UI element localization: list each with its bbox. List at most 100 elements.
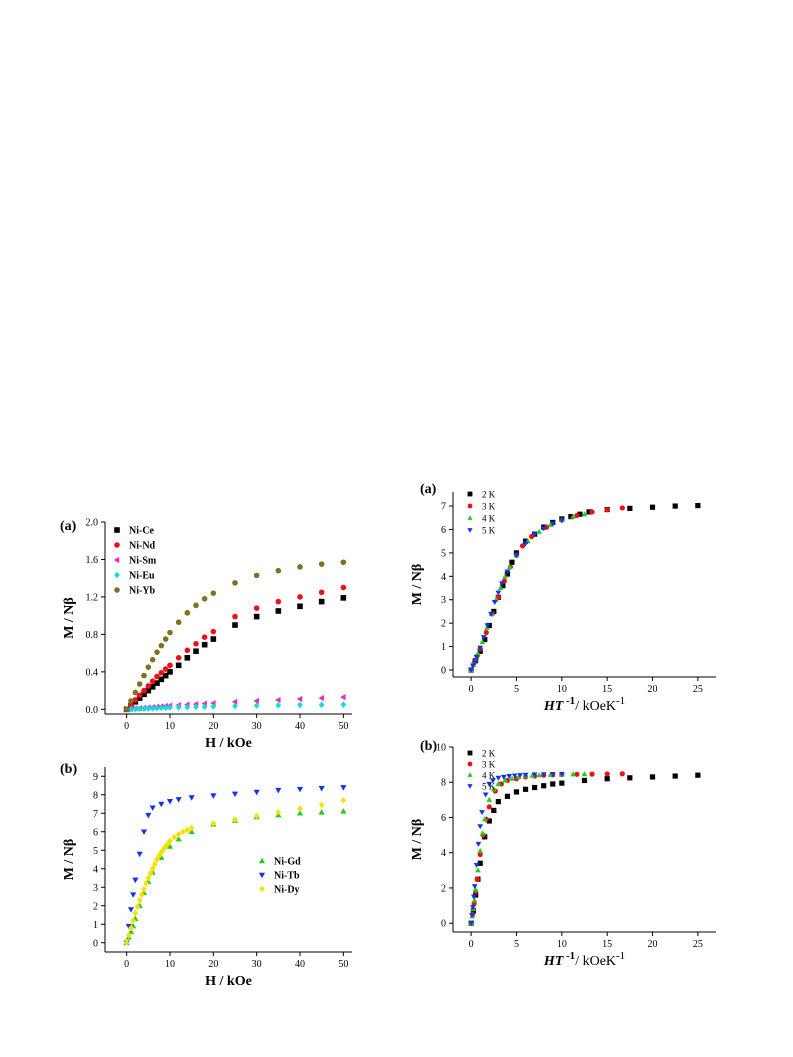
data-point [231,791,239,798]
data-point [500,583,506,589]
series-4-k [468,771,588,926]
data-point [145,874,152,882]
data-point [158,642,165,649]
y-axis-label: M / Nβ [410,819,425,861]
data-point [201,634,208,640]
data-point [175,835,182,842]
data-point [125,923,132,930]
y-tick-label: 1 [441,642,446,653]
data-point [275,787,282,794]
data-point [132,705,139,713]
data-point [468,921,474,927]
data-point [210,820,217,827]
data-point [540,772,547,778]
data-point [136,851,143,858]
data-point [132,877,139,884]
data-point [473,862,480,869]
data-point [589,771,595,777]
data-point [649,504,656,510]
data-point [506,773,513,780]
y-tick-label: 4 [441,572,446,583]
x-tick-label: 0 [124,959,129,970]
data-point [495,781,502,787]
data-point [149,704,156,712]
data-point [574,771,580,777]
data-point [589,509,595,515]
data-point [297,701,303,709]
x-axis-label: HT -1/ kOeK-1 [543,950,625,969]
data-point [154,649,160,655]
data-point [318,598,325,605]
x-tick-label: 20 [648,684,658,695]
chart-panel-2: 0 5 10 15 20 25 0 1 2 3 4 5 6 7 HT -1/ kOeK-1 M / Nβ (a)… [410,482,716,714]
data-point [491,608,497,615]
data-point [549,521,556,527]
data-point [490,778,496,784]
data-point [474,876,480,882]
legend-marker [113,556,120,564]
data-point [184,610,191,616]
data-point [570,513,577,519]
x-tick-label: 25 [693,684,703,695]
data-point [175,703,182,711]
x-tick-label: 20 [208,721,218,732]
data-point [470,663,476,669]
x-tick-label: 50 [338,721,348,732]
panel-label: (a) [420,482,437,497]
data-point [193,648,199,655]
data-point [136,692,143,699]
data-point [471,659,478,665]
legend-marker [467,491,473,497]
data-point [470,894,477,900]
data-point [253,697,259,704]
data-point [128,924,134,932]
y-tick-label: 3 [93,883,98,894]
x-tick-label: 0 [469,684,474,695]
data-point [127,907,135,913]
data-point [253,613,260,620]
data-point [340,584,347,591]
data-point [475,841,482,847]
data-point [491,807,497,814]
data-point [296,786,304,793]
legend-marker [467,503,473,509]
data-point [175,655,182,661]
data-point [559,780,565,786]
x-tick-label: 5 [514,939,519,950]
legend-label: 4 K [482,514,496,524]
data-point [469,913,475,919]
data-point [175,662,182,669]
y-tick-label: 0.4 [86,667,99,678]
data-point [166,798,174,805]
data-point [145,664,152,670]
x-tick-label: 40 [295,959,305,970]
data-point [340,595,347,601]
data-point [473,655,480,661]
data-point [541,783,547,789]
data-point [132,689,139,696]
data-point [180,828,186,836]
data-point [253,812,260,820]
data-point [477,645,484,651]
legend-marker [114,571,120,579]
data-point [162,704,169,711]
data-point [297,594,303,600]
data-point [253,572,260,579]
data-point [167,629,173,636]
y-tick-label: 3 [441,595,446,606]
data-point [175,619,182,626]
legend-label: 3 K [482,760,496,770]
legend-label: Ni-Gd [274,857,301,868]
data-point [536,772,543,778]
data-point [504,793,511,799]
data-point [184,703,191,711]
data-point [477,851,483,858]
y-tick-label: 0.0 [86,705,99,716]
y-axis-label: M / Nβ [62,839,77,881]
data-point [627,775,633,781]
data-point [495,590,502,596]
x-axis-label: HT -1/ kOeK-1 [543,695,625,714]
data-point [231,698,238,705]
data-point [340,785,347,791]
